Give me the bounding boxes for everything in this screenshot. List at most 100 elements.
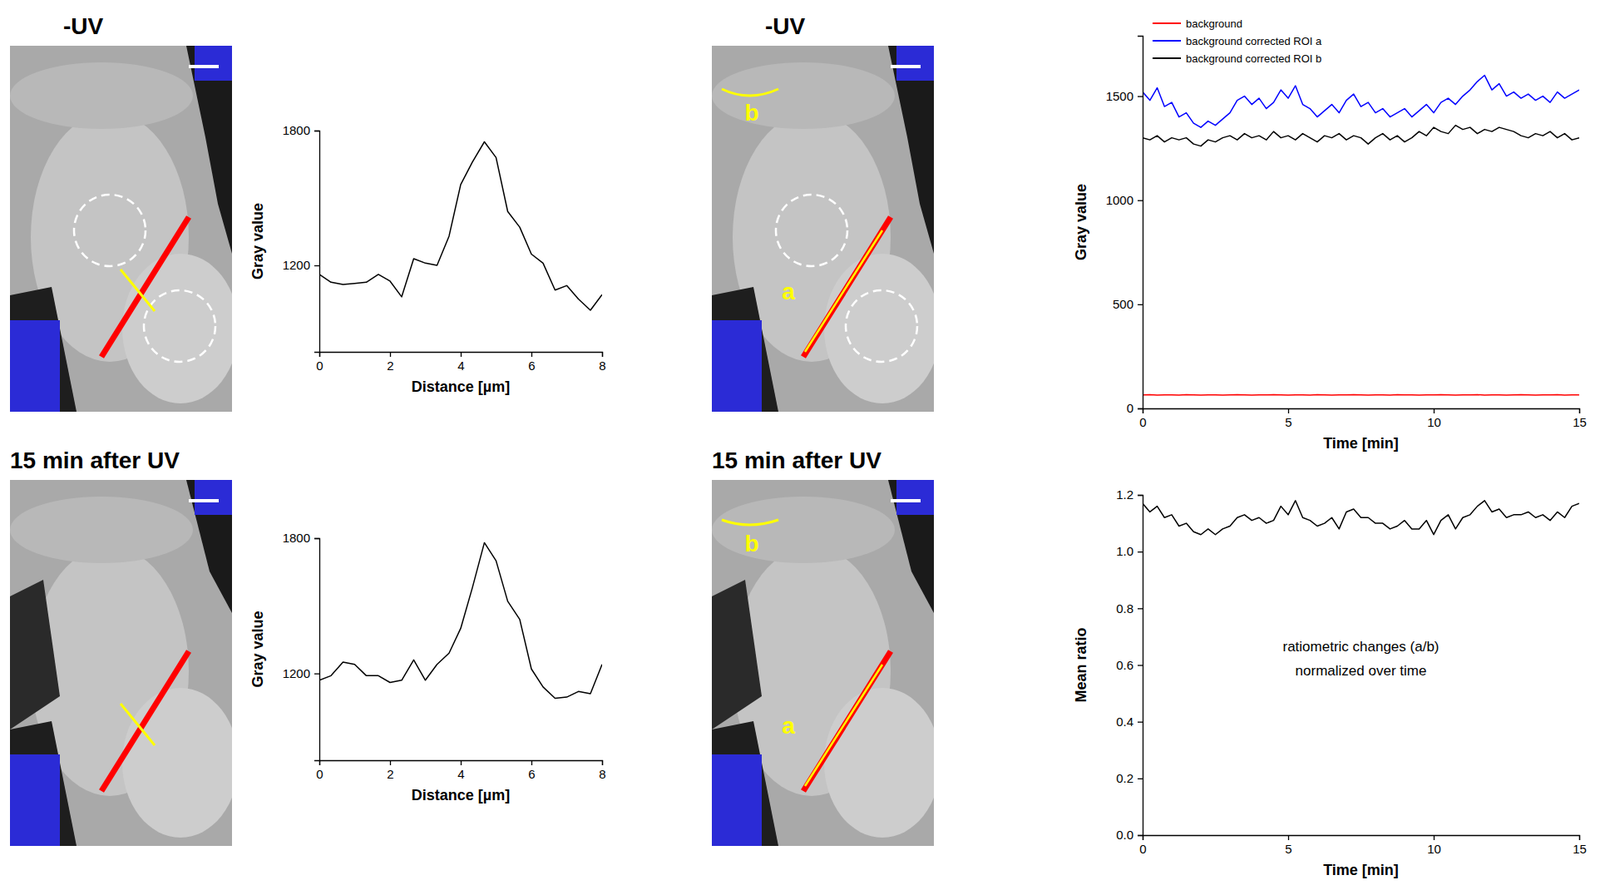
scale-bar <box>890 64 921 69</box>
dark-region <box>711 579 762 730</box>
y-axis-title: Gray value <box>249 202 267 280</box>
tick: 0.0 <box>1116 827 1143 842</box>
y-axis: 0.00.20.40.60.81.01.2 <box>1116 487 1143 842</box>
dark-region <box>9 720 77 846</box>
blue-patch <box>711 754 762 846</box>
tick-label: 10 <box>1427 841 1442 856</box>
tick-mark <box>1137 304 1143 306</box>
x-axis: 051015 <box>1139 408 1587 430</box>
tick-label: 10 <box>1427 414 1442 430</box>
tick-label: 0 <box>1139 414 1146 430</box>
tick-label: 500 <box>1112 296 1134 312</box>
tick-mark <box>1137 551 1143 553</box>
x-axis: 02468 <box>316 351 606 373</box>
red-filament <box>803 217 891 357</box>
tick-label: 0.0 <box>1116 827 1134 842</box>
tick-label: 6 <box>528 358 535 373</box>
tick: 1800 <box>282 530 320 545</box>
cell <box>711 62 895 129</box>
red-filament <box>101 651 189 791</box>
tick-mark <box>314 265 320 267</box>
legend-label: background corrected ROI a <box>1185 34 1323 48</box>
tick: 0 <box>316 351 323 373</box>
legend: backgroundbackground corrected ROI aback… <box>1152 17 1323 65</box>
dark-region <box>888 45 934 254</box>
scale-bar <box>890 498 921 503</box>
chart: 0246812001800Distance [µm]Gray value <box>249 530 607 804</box>
tick-label: 0.8 <box>1116 601 1134 616</box>
annotation: normalized over time <box>1295 662 1428 679</box>
data-line <box>319 542 603 698</box>
tick: 10 <box>1427 408 1442 430</box>
axis-line <box>1143 835 1581 841</box>
dark-region <box>888 479 934 613</box>
tick-label: 0.6 <box>1116 657 1134 672</box>
panel-title: -UV <box>765 13 806 40</box>
roi-label: b <box>744 530 759 557</box>
blue-patch <box>711 320 762 412</box>
tick: 1000 <box>1106 192 1143 208</box>
image-panel: -UV <box>9 13 239 412</box>
blue-patch <box>896 45 934 81</box>
legend-swatch <box>1152 22 1181 25</box>
dashed-circle <box>775 194 848 267</box>
panel-title: -UV <box>63 13 104 40</box>
tick-mark <box>1137 721 1143 723</box>
axis-line <box>320 352 603 358</box>
plot-area <box>319 142 603 312</box>
y-axis-title: Mean ratio <box>1072 627 1090 702</box>
tick: 5 <box>1284 408 1292 430</box>
blue-patch <box>9 754 60 846</box>
tick-mark <box>1288 834 1289 840</box>
tick-label: 8 <box>598 766 606 781</box>
tick-label: 15 <box>1572 841 1587 856</box>
roi-label: b <box>744 99 759 126</box>
annotation: ratiometric changes (a/b) <box>1282 638 1439 655</box>
tick-mark <box>314 672 320 674</box>
axis-line <box>1137 36 1144 410</box>
dashed-circle <box>143 290 216 362</box>
roi-line <box>804 664 883 786</box>
dark-region <box>9 579 60 730</box>
tick: 6 <box>528 351 535 373</box>
panel-title: 15 min after UV <box>9 447 180 474</box>
tick: 1.2 <box>1116 487 1143 502</box>
tick-mark <box>1433 834 1435 840</box>
dark-region <box>711 286 779 412</box>
tick: 1200 <box>282 257 320 272</box>
chart: 0510150.00.20.40.60.81.01.2Time [min]Mea… <box>1072 487 1587 879</box>
data-line <box>319 142 603 312</box>
legend-label: background <box>1185 17 1243 30</box>
tick-label: 0 <box>1139 841 1146 856</box>
micrograph <box>711 45 934 412</box>
tick-label: 1800 <box>282 530 311 545</box>
tick-mark <box>531 760 533 766</box>
image-panel: 15 min after UVab <box>711 447 941 846</box>
tick-mark <box>531 351 533 357</box>
chart: 051015050010001500Time [min]Gray valueba… <box>1072 17 1587 453</box>
data-line <box>1142 500 1580 535</box>
tick: 0 <box>1139 834 1146 856</box>
roi-label: a <box>781 712 796 739</box>
tick: 0 <box>316 760 323 781</box>
tick: 4 <box>457 351 465 373</box>
tick-mark <box>1137 778 1143 780</box>
cell <box>824 253 934 404</box>
data-line <box>1142 125 1580 147</box>
plot-area <box>1142 500 1580 535</box>
cell <box>9 496 193 563</box>
tick-mark <box>1137 607 1143 609</box>
axis-line <box>1137 495 1144 836</box>
tick: 1800 <box>282 123 320 138</box>
dark-region <box>186 479 233 613</box>
blue-patch <box>896 479 934 515</box>
dark-region <box>186 45 233 254</box>
cell <box>122 687 233 838</box>
tick: 500 <box>1112 296 1143 312</box>
tick: 6 <box>528 760 535 781</box>
tick: 8 <box>598 760 606 781</box>
scale-bar <box>188 498 219 503</box>
y-axis: 050010001500 <box>1106 36 1144 416</box>
tick: 4 <box>457 760 465 781</box>
tick-label: 4 <box>457 766 465 781</box>
